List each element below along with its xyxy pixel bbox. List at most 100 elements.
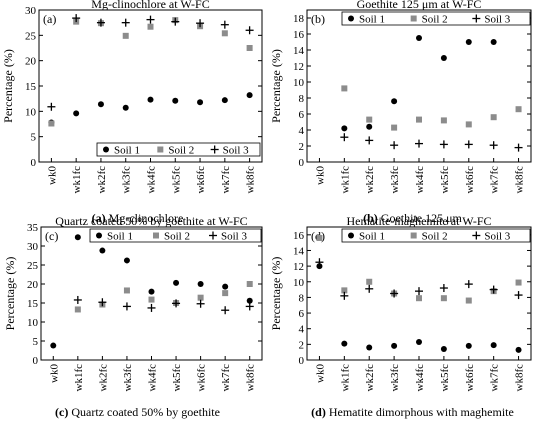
y-tick-label-b: 6: [299, 109, 305, 121]
point-soil3-b: [365, 136, 374, 145]
series-soil1-b: [341, 15, 522, 132]
y-tick-label-c: 25: [27, 260, 39, 272]
point-soil3-c: [196, 299, 205, 308]
chart-title-c: Quartz coated 50% by goethite at W-FC: [55, 214, 247, 228]
plot-frame-b: [306, 9, 532, 163]
panel-a: Mg-clinochlore at W-FC (a) 0 5 10 15 20 25 30 Per…: [1, 0, 263, 194]
legend-label-soil1-d: Soil 1: [359, 231, 385, 243]
legend-label-soil3-b: Soil 3: [484, 14, 510, 26]
point-soil2-c: [222, 290, 229, 297]
x-tick-label-c: wk8fc: [245, 364, 257, 392]
legend-marker-soil1-c: [96, 232, 102, 239]
legend-marker-soil2-a: [157, 146, 164, 153]
legend-marker-soil3-a: [210, 145, 219, 154]
y-tick-label-b: 18: [293, 13, 305, 25]
legend-label-soil1-c: Soil 1: [107, 231, 133, 243]
point-soil2-a: [246, 45, 253, 51]
x-tick-label-d: wk8fc: [514, 364, 526, 392]
point-soil3-c: [73, 295, 82, 304]
point-soil3-a: [245, 26, 254, 35]
panel-b: Goethite 125 μm at W-FC (b) 0 2 4 6 8 10 12 14 16 1…: [269, 0, 532, 194]
point-soil1-b: [366, 123, 373, 130]
point-soil2-b: [416, 116, 422, 123]
series-soil2-a: [48, 17, 253, 127]
plot-frame-a: [38, 9, 263, 163]
point-soil2-a: [122, 32, 129, 39]
y-tick-label-c: 0: [33, 355, 39, 367]
panel-label-b: (b): [311, 12, 325, 26]
legend-box-b: [341, 11, 531, 26]
y-axis-label-d: Percentage (%): [269, 257, 283, 331]
point-soil1-c: [173, 279, 180, 286]
point-soil3-d: [315, 258, 324, 267]
series-soil1-a: [48, 92, 253, 126]
legend-marker-soil1-b: [348, 15, 354, 22]
caption-c-letter: (c): [55, 405, 69, 419]
legend-marker-soil1-d: [348, 232, 354, 239]
legend-b: Soil 1 Soil 2 Soil 3: [341, 11, 531, 26]
y-tick-label-a: 10: [25, 106, 37, 118]
y-tick-label-c: 15: [27, 298, 39, 310]
y-tick-label-c: 5: [33, 336, 39, 348]
point-soil2-c: [123, 287, 130, 294]
point-soil3-d: [365, 284, 374, 293]
point-soil3-b: [439, 140, 448, 149]
caption-d-text: Hematite dimorphous with maghemite: [328, 405, 514, 419]
point-soil1-a: [221, 97, 228, 104]
y-tick-label-d: 10: [293, 277, 305, 289]
y-tick-label-b: 2: [299, 141, 305, 153]
point-soil3-d: [464, 280, 473, 289]
y-tick-label-b: 12: [293, 61, 304, 73]
caption-a: (a) Mg-clinochlore: [0, 211, 275, 226]
point-soil3-c: [172, 299, 181, 308]
x-tick-label-c: wk4fc: [147, 364, 159, 392]
point-soil3-a: [146, 15, 155, 24]
legend-label-soil1-a: Soil 1: [114, 145, 140, 157]
point-soil1-a: [147, 96, 154, 103]
x-tick-label-a: wk5fc: [170, 166, 182, 194]
x-tick-label-b: wk0: [314, 166, 326, 185]
point-soil1-d: [465, 342, 472, 349]
series-soil3-c: [73, 295, 254, 315]
x-tick-label-d: wk4fc: [414, 364, 426, 392]
point-soil3-a: [220, 20, 229, 29]
point-soil2-d: [341, 287, 348, 294]
x-tick-label-b: wk1fc: [339, 166, 351, 194]
point-soil3-c: [98, 298, 107, 307]
x-tick-label-d: wk6fc: [464, 364, 476, 392]
point-soil3-c: [221, 306, 230, 315]
y-tick-label-b: 4: [299, 125, 305, 137]
point-soil2-a: [147, 23, 154, 30]
point-soil1-d: [515, 346, 522, 353]
x-tick-label-b: wk5fc: [439, 166, 451, 194]
chart-title-b: Goethite 125 μm at W-FC: [357, 0, 482, 11]
point-soil2-d: [465, 297, 472, 304]
point-soil1-c: [74, 234, 81, 241]
point-soil2-b: [341, 85, 348, 92]
point-soil1-a: [197, 99, 204, 106]
x-tick-label-a: wk8fc: [245, 166, 257, 194]
point-soil3-b: [514, 143, 523, 152]
point-soil2-a: [221, 30, 228, 37]
point-soil3-a: [196, 19, 205, 28]
legend-label-soil1-b: Soil 1: [359, 14, 385, 26]
point-soil1-a: [73, 110, 80, 117]
point-soil3-b: [390, 141, 399, 150]
series-soil2-b: [341, 85, 522, 131]
legend-label-soil2-b: Soil 2: [422, 14, 448, 26]
point-soil1-c: [148, 288, 155, 295]
caption-c-text: Quartz coated 50% by goethite: [71, 405, 220, 419]
x-tick-label-c: wk0: [48, 364, 60, 383]
point-soil1-d: [440, 346, 447, 353]
point-soil1-b: [391, 98, 398, 105]
point-soil2-d: [515, 279, 522, 286]
point-soil2-b: [490, 114, 497, 121]
y-tick-label-a: 15: [25, 81, 37, 93]
series-soil3-b: [340, 133, 523, 152]
point-soil3-a: [171, 17, 180, 26]
legend-label-soil2-a: Soil 2: [168, 145, 194, 157]
legend-marker-soil3-c: [209, 231, 217, 240]
y-tick-label-b: 0: [299, 157, 305, 169]
point-soil1-b: [416, 35, 422, 41]
